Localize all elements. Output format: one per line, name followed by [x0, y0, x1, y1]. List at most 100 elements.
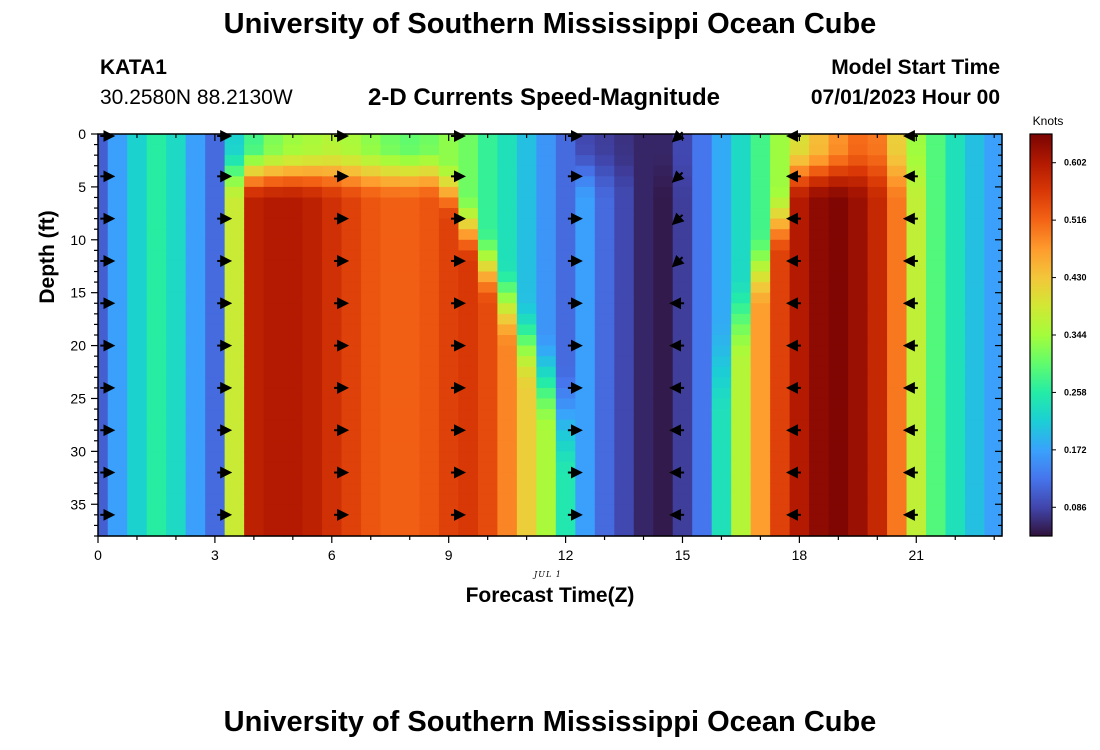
heatmap-cell [107, 493, 128, 505]
heatmap-cell [536, 387, 557, 400]
heatmap-cell [828, 409, 849, 421]
heatmap-cell [692, 155, 713, 167]
heatmap-cell [633, 387, 654, 400]
heatmap-cell [731, 387, 752, 400]
heatmap-cell [224, 387, 245, 400]
heatmap-cell [497, 525, 518, 537]
heatmap-cell [906, 250, 927, 262]
heatmap-cell [848, 260, 869, 273]
heatmap-cell [692, 345, 713, 357]
heatmap-cell [361, 377, 382, 389]
heatmap-cell [731, 514, 752, 527]
heatmap-cell [867, 377, 888, 389]
heatmap-cell [302, 514, 323, 527]
heatmap-cell [887, 282, 908, 294]
heatmap-cell [497, 461, 518, 474]
heatmap-cell [98, 504, 109, 516]
footer-title: University of Southern Mississippi Ocean… [223, 706, 877, 738]
heatmap-cell [575, 493, 596, 505]
heatmap-cell [224, 483, 245, 495]
heatmap-cell [711, 366, 732, 378]
heatmap-cell [536, 303, 557, 315]
heatmap-cell [731, 134, 752, 146]
heatmap-cell [945, 260, 966, 273]
heatmap-cell [322, 419, 343, 431]
heatmap-cell [380, 409, 401, 421]
heatmap-cell [497, 144, 518, 156]
heatmap-cell [867, 398, 888, 410]
heatmap-cell [283, 409, 304, 421]
heatmap-cell [789, 504, 810, 516]
heatmap-cell [166, 176, 187, 188]
heatmap-cell [302, 525, 323, 537]
heatmap-cell [322, 387, 343, 400]
heatmap-cell [341, 451, 362, 463]
heatmap-cell [361, 134, 382, 146]
heatmap-cell [848, 387, 869, 400]
heatmap-cell [380, 176, 401, 188]
y-tick-label: 0 [78, 126, 86, 142]
heatmap-cell [536, 493, 557, 505]
heatmap-cell [731, 409, 752, 421]
heatmap-cell [497, 271, 518, 283]
heatmap-cell [205, 356, 226, 368]
heatmap-cell [458, 155, 479, 167]
model-start-value: 07/01/2023 Hour 00 [810, 86, 1000, 109]
heatmap-cell [263, 134, 284, 146]
heatmap-cell [146, 155, 167, 167]
heatmap-cell [146, 229, 167, 241]
heatmap-cell [166, 377, 187, 389]
heatmap-cell [458, 218, 479, 230]
heatmap-cell [127, 134, 148, 146]
heatmap-cell [867, 250, 888, 262]
heatmap-cell [536, 250, 557, 262]
heatmap-cell [964, 134, 986, 146]
y-tick-label: 5 [78, 179, 86, 195]
heatmap-cell [594, 218, 615, 230]
heatmap-cell [263, 345, 284, 357]
heatmap-cell [322, 409, 343, 421]
heatmap-cell [477, 144, 498, 156]
heatmap-cell [224, 377, 245, 389]
heatmap-cell [205, 282, 226, 294]
heatmap-cell [984, 387, 1003, 400]
heatmap-cell [945, 229, 966, 241]
heatmap-cell [594, 398, 615, 410]
heatmap-cell [653, 430, 674, 442]
heatmap-cell [419, 483, 440, 495]
heatmap-cell [906, 335, 927, 347]
heatmap-cell [263, 514, 284, 527]
heatmap-cell [302, 398, 323, 410]
heatmap-cell [516, 356, 537, 368]
heatmap-cell [185, 387, 206, 400]
heatmap-cell [98, 483, 109, 495]
heatmap-cell [263, 282, 284, 294]
heatmap-cell [458, 430, 479, 442]
heatmap-cell [497, 356, 518, 368]
heatmap-cell [614, 461, 635, 474]
heatmap-cell [633, 165, 654, 177]
heatmap-cell [419, 525, 440, 537]
heatmap-cell [516, 387, 537, 400]
heatmap-cell [341, 208, 362, 220]
heatmap-cell [322, 398, 343, 410]
heatmap-cell [926, 250, 947, 262]
current-vector-arrow [671, 170, 685, 183]
heatmap-cell [633, 144, 654, 156]
heatmap-cell [497, 440, 518, 452]
heatmap-cell [984, 398, 1003, 410]
heatmap-cell [867, 303, 888, 315]
heatmap-cell [107, 504, 128, 516]
heatmap-cell [302, 387, 323, 400]
heatmap-cell [614, 197, 635, 209]
heatmap-cell [536, 377, 557, 389]
heatmap-cell [789, 282, 810, 294]
heatmap-cell [458, 451, 479, 463]
heatmap-cell [283, 324, 304, 336]
heatmap-cell [166, 356, 187, 368]
heatmap-cell [750, 345, 771, 357]
heatmap-cell [477, 260, 498, 273]
heatmap-cell [536, 472, 557, 484]
heatmap-cell [477, 292, 498, 304]
heatmap-cell [711, 377, 732, 389]
